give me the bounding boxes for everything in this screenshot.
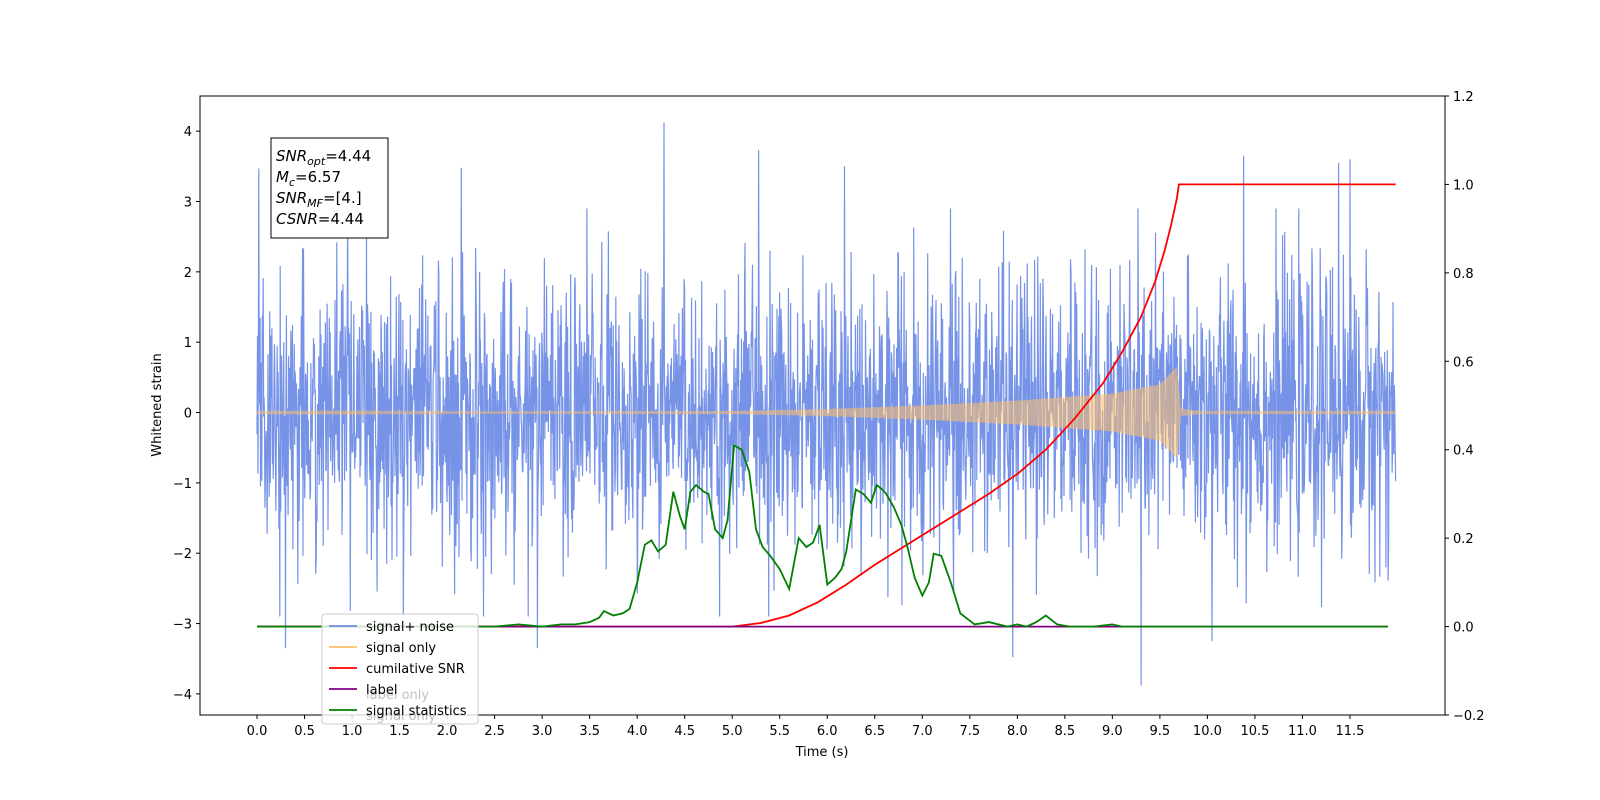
- x-tick-label: 1.0: [342, 724, 363, 739]
- y-right-tick-label: 0.6: [1453, 355, 1474, 370]
- legend-label: signal statistics: [366, 704, 467, 719]
- annotation-frame: [270, 137, 389, 239]
- y-right-tick-label: 0.8: [1453, 267, 1474, 282]
- y-left-tick-label: −4: [173, 688, 192, 703]
- legend-label: signal+ noise: [366, 620, 454, 635]
- legend-frame: [321, 613, 479, 725]
- series-signal-only: [256, 366, 1397, 458]
- series-signal-statistics: [257, 443, 1388, 628]
- y-left-tick-label: −1: [173, 477, 192, 492]
- x-tick-label: 0.0: [247, 724, 268, 739]
- annotation-line: SNRMF=[4.]: [276, 189, 362, 210]
- legend-label: signal only: [366, 641, 436, 656]
- x-tick-label: 7.5: [959, 724, 980, 739]
- y-left-tick-label: 2: [184, 266, 192, 281]
- annotation-line: CSNR=4.44: [276, 210, 364, 228]
- annotation-line: SNRopt=4.44: [276, 147, 371, 168]
- x-axis-label: Time (s): [795, 745, 849, 760]
- x-tick-label: 4.5: [674, 724, 695, 739]
- y-left-tick-label: 3: [184, 196, 192, 211]
- x-tick-label: 7.0: [912, 724, 933, 739]
- x-tick-label: 2.5: [484, 724, 505, 739]
- x-tick-label: 10.5: [1240, 724, 1269, 739]
- x-tick-label: 8.0: [1007, 724, 1028, 739]
- y-right-tick-label: 1.0: [1453, 178, 1474, 193]
- y-left-tick-label: 1: [184, 336, 192, 351]
- legend-label: label: [366, 683, 397, 698]
- series-cumilative-snr: [257, 183, 1396, 628]
- plot-frame: [199, 95, 1446, 716]
- legend: signal+ noise signal only cumilative SNR la…: [321, 613, 479, 725]
- legend-ghost-label: signal only: [366, 709, 436, 724]
- series-signal-noise: [256, 122, 1397, 686]
- x-tick-label: 5.5: [769, 724, 790, 739]
- x-tick-label: 6.0: [817, 724, 838, 739]
- y-right-tick-label: −0.2: [1453, 709, 1485, 724]
- x-tick-label: 6.5: [864, 724, 885, 739]
- y-left-tick-label: −2: [173, 547, 192, 562]
- y-right-tick-label: 0.0: [1453, 621, 1474, 636]
- y-right-tick-label: 0.2: [1453, 532, 1474, 547]
- x-tick-label: 11.5: [1335, 724, 1364, 739]
- x-tick-label: 8.5: [1055, 724, 1076, 739]
- x-tick-label: 4.0: [627, 724, 648, 739]
- x-tick-label: 0.5: [294, 724, 315, 739]
- x-tick-label: 9.5: [1150, 724, 1171, 739]
- legend-ghost-label: label only: [366, 688, 429, 703]
- y-left-tick-label: 0: [184, 407, 192, 422]
- x-tick-label: 3.0: [532, 724, 553, 739]
- x-tick-label: 9.0: [1102, 724, 1123, 739]
- x-tick-label: 3.5: [579, 724, 600, 739]
- y-right-tick-label: 1.2: [1453, 90, 1474, 105]
- y-axis-label: Whitened strain: [150, 353, 165, 456]
- annotation-line: Mc=6.57: [276, 168, 341, 189]
- y-left-tick-label: −3: [173, 618, 192, 633]
- x-tick-label: 10.0: [1193, 724, 1222, 739]
- y-left-tick-label: 4: [184, 125, 192, 140]
- x-tick-label: 5.0: [722, 724, 743, 739]
- x-tick-label: 1.5: [389, 724, 410, 739]
- legend-label: cumilative SNR: [366, 662, 465, 677]
- x-tick-label: 11.0: [1288, 724, 1317, 739]
- x-tick-label: 2.0: [437, 724, 458, 739]
- y-right-tick-label: 0.4: [1453, 444, 1474, 459]
